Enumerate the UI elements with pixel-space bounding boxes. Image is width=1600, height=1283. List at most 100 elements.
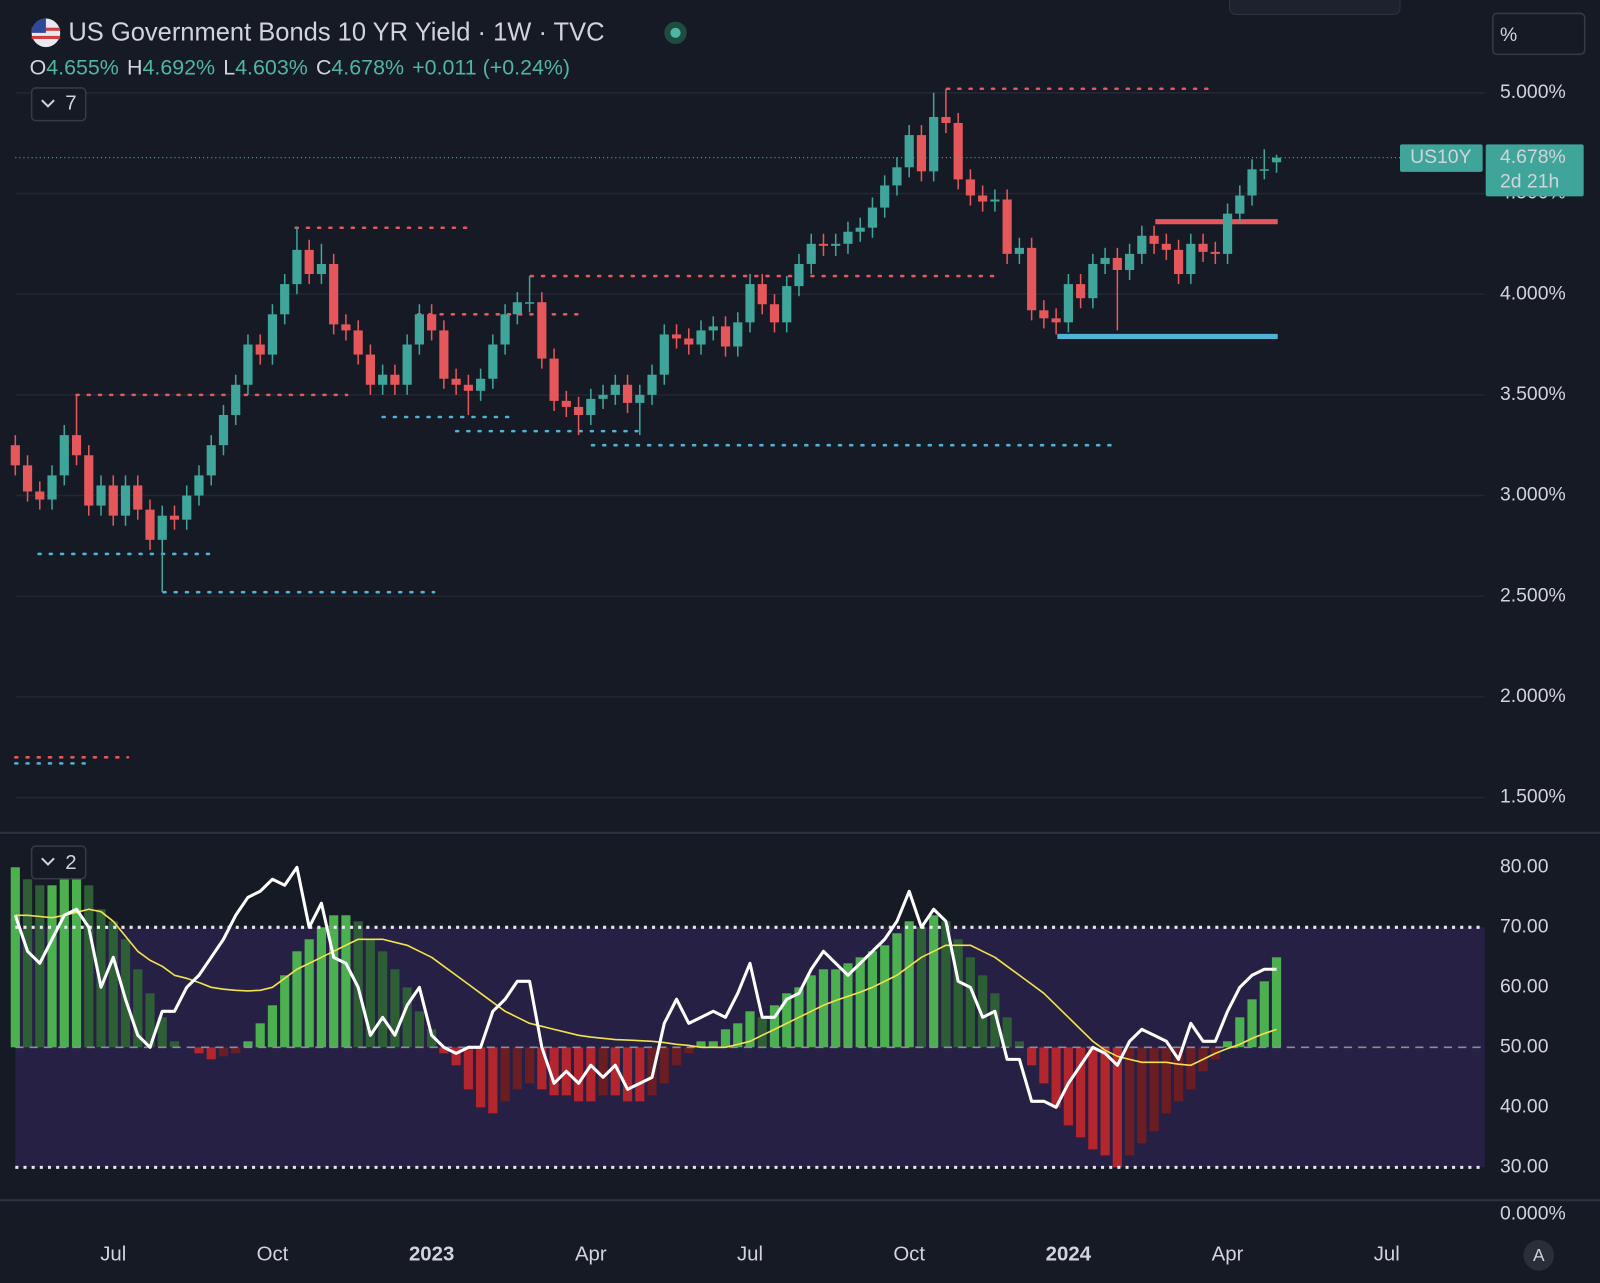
- candle-body: [218, 414, 229, 446]
- histogram-bar: [329, 915, 339, 1048]
- histogram-bar: [169, 1041, 180, 1048]
- candle-body: [194, 475, 204, 496]
- ohlc-key: C: [316, 55, 331, 79]
- candle-body: [757, 284, 767, 305]
- candle-body: [427, 314, 437, 331]
- indicators-toggle[interactable]: 7: [30, 87, 87, 122]
- histogram-bar: [1076, 1047, 1086, 1138]
- candle-body: [378, 374, 388, 385]
- candle-body: [390, 374, 400, 385]
- candle-body: [794, 263, 804, 287]
- x-tick-label: 2024: [1046, 1244, 1092, 1266]
- axis-label: 0.000%: [1500, 1203, 1566, 1225]
- histogram-bar: [684, 1047, 694, 1054]
- candle-body: [243, 344, 253, 385]
- histogram-bar: [1027, 1047, 1037, 1066]
- indicators-toggle[interactable]: 2: [30, 845, 87, 880]
- x-tick-label: Jul: [737, 1244, 763, 1266]
- histogram-bar: [1161, 1047, 1171, 1114]
- candle-body: [59, 435, 69, 476]
- histogram-bar: [708, 1041, 718, 1048]
- histogram-bar: [47, 885, 57, 1048]
- y-tick-label: 2.000%: [1500, 685, 1566, 707]
- candle-body: [182, 495, 192, 520]
- histogram-bar: [194, 1047, 204, 1054]
- x-tick-label: Apr: [575, 1244, 607, 1266]
- ohlc-value: 4.678%: [331, 55, 404, 79]
- candle-body: [353, 330, 363, 355]
- symbol-label: US10Y: [1410, 146, 1471, 168]
- candle-body: [598, 394, 608, 399]
- histogram-bar: [622, 1047, 633, 1102]
- ohlc-readout: O4.655% H4.692% L4.603% C4.678% +0.011 (+0.2…: [30, 55, 570, 79]
- histogram-bar: [365, 939, 375, 1048]
- y-tick-label: 50.00: [1500, 1035, 1549, 1057]
- histogram-bar: [855, 957, 865, 1048]
- auto-scale-button[interactable]: A: [1523, 1239, 1555, 1271]
- candle-body: [806, 243, 816, 264]
- histogram-bar: [243, 1041, 253, 1048]
- candle-body: [708, 326, 718, 331]
- y-tick-label: 30.00: [1500, 1155, 1549, 1177]
- candle-body: [108, 485, 118, 516]
- histogram-bar: [280, 975, 290, 1048]
- histogram-bar: [1088, 1047, 1098, 1150]
- candle-body: [696, 330, 706, 345]
- candle-body: [1271, 157, 1282, 163]
- candle-body: [1076, 284, 1086, 299]
- candle-body: [145, 509, 155, 540]
- candle-body: [1198, 243, 1208, 252]
- candle-body: [880, 185, 890, 208]
- candle-body: [1051, 318, 1061, 323]
- scale-mode-button[interactable]: %: [1492, 12, 1586, 56]
- candle-body: [916, 135, 927, 172]
- x-tick-label: Oct: [893, 1244, 925, 1266]
- histogram-bar: [1271, 957, 1282, 1048]
- histogram-bar: [1235, 1017, 1245, 1048]
- candle-body: [1100, 257, 1110, 264]
- candle-body: [500, 314, 510, 345]
- histogram-bar: [500, 1047, 510, 1102]
- candle-body: [745, 284, 755, 323]
- histogram-bar: [965, 957, 975, 1048]
- candle-body: [782, 286, 792, 323]
- candle-body: [329, 263, 339, 325]
- candle-body: [365, 354, 375, 385]
- candle-body: [280, 284, 290, 315]
- candle-body: [476, 378, 486, 391]
- candle-body: [769, 304, 780, 323]
- candle-body: [10, 445, 20, 466]
- histogram-bar: [10, 867, 20, 1048]
- histogram-bar: [133, 969, 143, 1048]
- histogram-bar: [390, 969, 400, 1048]
- histogram-bar: [831, 969, 841, 1048]
- candle-body: [1161, 243, 1171, 250]
- histogram-bar: [1100, 1047, 1110, 1156]
- histogram-bar: [1247, 999, 1257, 1048]
- ohlc-key: H: [127, 55, 142, 79]
- price-tag: [1485, 144, 1584, 197]
- candle-body: [1259, 169, 1269, 171]
- histogram-bar: [120, 939, 131, 1048]
- top-toolbar[interactable]: [1229, 0, 1401, 15]
- candle-body: [1039, 310, 1049, 319]
- candle-body: [978, 195, 988, 202]
- histogram-bar: [525, 1047, 535, 1084]
- histogram-bar: [696, 1041, 706, 1048]
- histogram-bar: [892, 933, 902, 1048]
- histogram-bar: [916, 927, 927, 1048]
- histogram-bar: [35, 885, 45, 1048]
- candle-body: [133, 485, 143, 510]
- histogram-bar: [59, 879, 69, 1048]
- histogram-bar: [769, 1005, 780, 1048]
- scale-mode: %: [1500, 24, 1517, 46]
- histogram-bar: [84, 885, 94, 1048]
- candle-body: [831, 243, 841, 246]
- y-tick-label: 5.000%: [1500, 81, 1566, 103]
- y-tick-label: 2.500%: [1500, 584, 1566, 606]
- histogram-bar: [782, 993, 792, 1048]
- chart-title: US Government Bonds 10 YR Yield · 1W · T…: [68, 19, 604, 47]
- histogram-bar: [451, 1047, 461, 1066]
